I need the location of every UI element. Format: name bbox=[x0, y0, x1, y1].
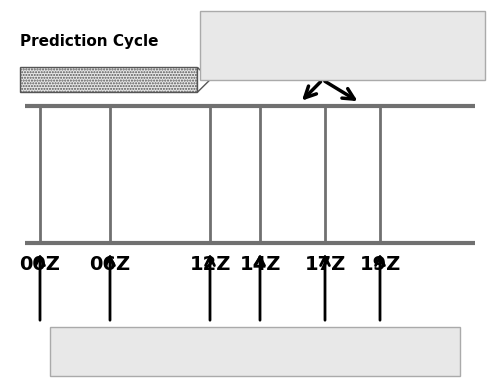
Text: (Terra and Aqua): (Terra and Aqua) bbox=[290, 49, 395, 62]
Text: 14Z: 14Z bbox=[240, 255, 281, 274]
Text: 12Z: 12Z bbox=[190, 255, 230, 274]
Text: 06Z: 06Z bbox=[90, 255, 130, 274]
Text: Prediction Cycle: Prediction Cycle bbox=[20, 35, 158, 49]
Text: 00Z: 00Z bbox=[20, 255, 60, 274]
Text: 19Z: 19Z bbox=[360, 255, 401, 274]
Text: MODIS AOD Observation: MODIS AOD Observation bbox=[257, 30, 428, 43]
Text: (applied to below-PBL layers): (applied to below-PBL layers) bbox=[168, 353, 342, 366]
Text: AIRNow PM2.5, Ozone: AIRNow PM2.5, Ozone bbox=[190, 337, 320, 350]
FancyBboxPatch shape bbox=[50, 327, 460, 376]
Text: 17Z: 17Z bbox=[304, 255, 346, 274]
Polygon shape bbox=[198, 68, 210, 92]
FancyBboxPatch shape bbox=[20, 68, 198, 92]
FancyBboxPatch shape bbox=[200, 11, 485, 80]
